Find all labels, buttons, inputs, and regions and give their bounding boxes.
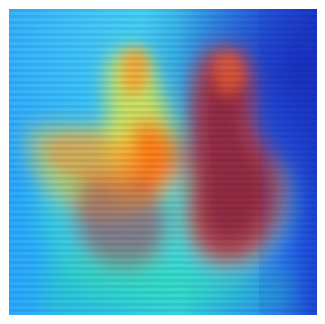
heatmap-svg: [9, 9, 317, 315]
heatmap-right-vignette: [259, 9, 317, 315]
thermal-heatmap: [9, 9, 317, 315]
heatmap-scanlines: [9, 9, 317, 315]
